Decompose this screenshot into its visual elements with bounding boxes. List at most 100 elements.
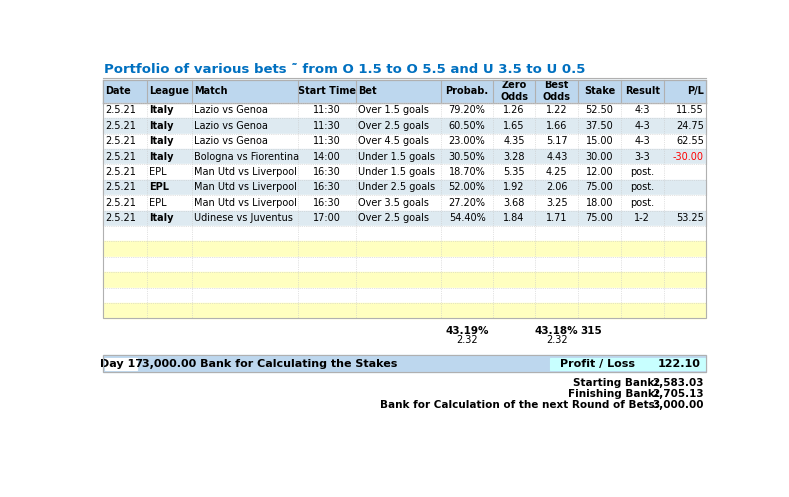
Bar (103, 165, 706, 180)
Text: Under 2.5 goals: Under 2.5 goals (358, 182, 436, 192)
Text: Bank for Calculation of the next Round of Bets:: Bank for Calculation of the next Round o… (380, 400, 659, 410)
Text: EPL: EPL (149, 198, 167, 208)
Text: 11:30: 11:30 (313, 136, 341, 146)
Text: Italy: Italy (149, 121, 174, 131)
Text: 1.84: 1.84 (503, 213, 525, 223)
Bar (550, 358, 705, 370)
Text: 3-3: 3-3 (634, 152, 650, 162)
Text: 4.35: 4.35 (503, 136, 525, 146)
Text: 122.10: 122.10 (658, 359, 701, 369)
Text: P/L: P/L (687, 86, 704, 96)
Text: 27.20%: 27.20% (449, 198, 485, 208)
Text: 11.55: 11.55 (676, 105, 704, 115)
Text: 11:30: 11:30 (313, 105, 341, 115)
Text: 23.00%: 23.00% (449, 136, 485, 146)
Text: 54.40%: 54.40% (449, 213, 485, 223)
Bar (103, 355, 706, 372)
Text: 2,583.03: 2,583.03 (653, 378, 704, 388)
Text: Over 2.5 goals: Over 2.5 goals (358, 213, 429, 223)
Text: 2.06: 2.06 (546, 182, 567, 192)
Text: Over 2.5 goals: Over 2.5 goals (358, 121, 429, 131)
Text: 1.26: 1.26 (503, 105, 525, 115)
Text: 79.20%: 79.20% (449, 105, 485, 115)
Text: Over 4.5 goals: Over 4.5 goals (358, 136, 429, 146)
Text: -30.00: -30.00 (673, 152, 704, 162)
Text: 11:30: 11:30 (313, 121, 341, 131)
Text: 1.92: 1.92 (503, 182, 525, 192)
Bar (103, 355, 706, 372)
Text: Day 17: Day 17 (99, 359, 143, 369)
Text: 1.65: 1.65 (503, 121, 525, 131)
Text: EPL: EPL (149, 167, 167, 177)
Text: 2.5.21: 2.5.21 (105, 167, 136, 177)
Text: 4:3: 4:3 (634, 105, 650, 115)
Text: Starting Bank:: Starting Bank: (574, 378, 659, 388)
Bar (103, 134, 706, 149)
Text: 3.68: 3.68 (503, 198, 525, 208)
Bar (103, 80, 706, 319)
Bar (103, 257, 706, 272)
Text: Udinese vs Juventus: Udinese vs Juventus (194, 213, 293, 223)
Text: Portfolio of various bets ˜ from O 1.5 to O 5.5 and U 3.5 to U 0.5: Portfolio of various bets ˜ from O 1.5 t… (104, 64, 585, 77)
Text: Over 1.5 goals: Over 1.5 goals (358, 105, 429, 115)
Text: 75.00: 75.00 (585, 182, 613, 192)
Text: Best
Odds: Best Odds (543, 81, 570, 102)
Text: 24.75: 24.75 (676, 121, 704, 131)
Text: Profit / Loss: Profit / Loss (560, 359, 635, 369)
Text: Bologna vs Fiorentina: Bologna vs Fiorentina (194, 152, 299, 162)
Text: 75.00: 75.00 (585, 213, 613, 223)
Text: 60.50%: 60.50% (449, 121, 485, 131)
Text: 2.5.21: 2.5.21 (105, 105, 136, 115)
Bar (103, 80, 706, 103)
Text: Italy: Italy (149, 105, 174, 115)
Text: Italy: Italy (149, 213, 174, 223)
Text: 43.18%: 43.18% (535, 326, 578, 335)
Text: Man Utd vs Liverpool: Man Utd vs Liverpool (194, 198, 297, 208)
Text: Under 1.5 goals: Under 1.5 goals (358, 167, 436, 177)
Text: Zero
Odds: Zero Odds (500, 81, 528, 102)
Bar (103, 272, 706, 288)
Text: Probab.: Probab. (446, 86, 488, 96)
Text: 3,000.00 Bank for Calculating the Stakes: 3,000.00 Bank for Calculating the Stakes (142, 359, 398, 369)
Text: 2.5.21: 2.5.21 (105, 182, 136, 192)
Text: Lazio vs Genoa: Lazio vs Genoa (194, 121, 268, 131)
Text: 2,705.13: 2,705.13 (653, 389, 704, 399)
Text: 18.00: 18.00 (585, 198, 613, 208)
Bar (105, 358, 137, 370)
Text: 52.50: 52.50 (585, 105, 613, 115)
Bar (103, 195, 706, 211)
Bar (103, 103, 706, 118)
Bar (103, 118, 706, 134)
Text: 12.00: 12.00 (585, 167, 613, 177)
Text: 62.55: 62.55 (676, 136, 704, 146)
Bar (103, 226, 706, 242)
Text: 2.5.21: 2.5.21 (105, 121, 136, 131)
Bar (103, 149, 706, 165)
Text: post.: post. (630, 182, 654, 192)
Text: 3.25: 3.25 (546, 198, 567, 208)
Text: post.: post. (630, 167, 654, 177)
Text: 16:30: 16:30 (313, 182, 341, 192)
Text: 30.00: 30.00 (585, 152, 613, 162)
Text: Italy: Italy (149, 152, 174, 162)
Text: League: League (149, 86, 189, 96)
Text: 52.00%: 52.00% (449, 182, 485, 192)
Text: Bet: Bet (358, 86, 377, 96)
Text: Date: Date (105, 86, 130, 96)
Text: 1.71: 1.71 (546, 213, 567, 223)
Text: EPL: EPL (149, 182, 170, 192)
Text: 1-2: 1-2 (634, 213, 650, 223)
Text: 4-3: 4-3 (634, 136, 650, 146)
Text: Under 1.5 goals: Under 1.5 goals (358, 152, 436, 162)
Text: 16:30: 16:30 (313, 198, 341, 208)
Bar (103, 242, 706, 257)
Text: 5.35: 5.35 (503, 167, 525, 177)
Text: 2.5.21: 2.5.21 (105, 152, 136, 162)
Text: 14:00: 14:00 (313, 152, 341, 162)
Bar (103, 180, 706, 195)
Text: 3,000.00: 3,000.00 (653, 400, 704, 410)
Text: Lazio vs Genoa: Lazio vs Genoa (194, 136, 268, 146)
Text: 2.5.21: 2.5.21 (105, 213, 136, 223)
Text: 4-3: 4-3 (634, 121, 650, 131)
Text: 53.25: 53.25 (676, 213, 704, 223)
